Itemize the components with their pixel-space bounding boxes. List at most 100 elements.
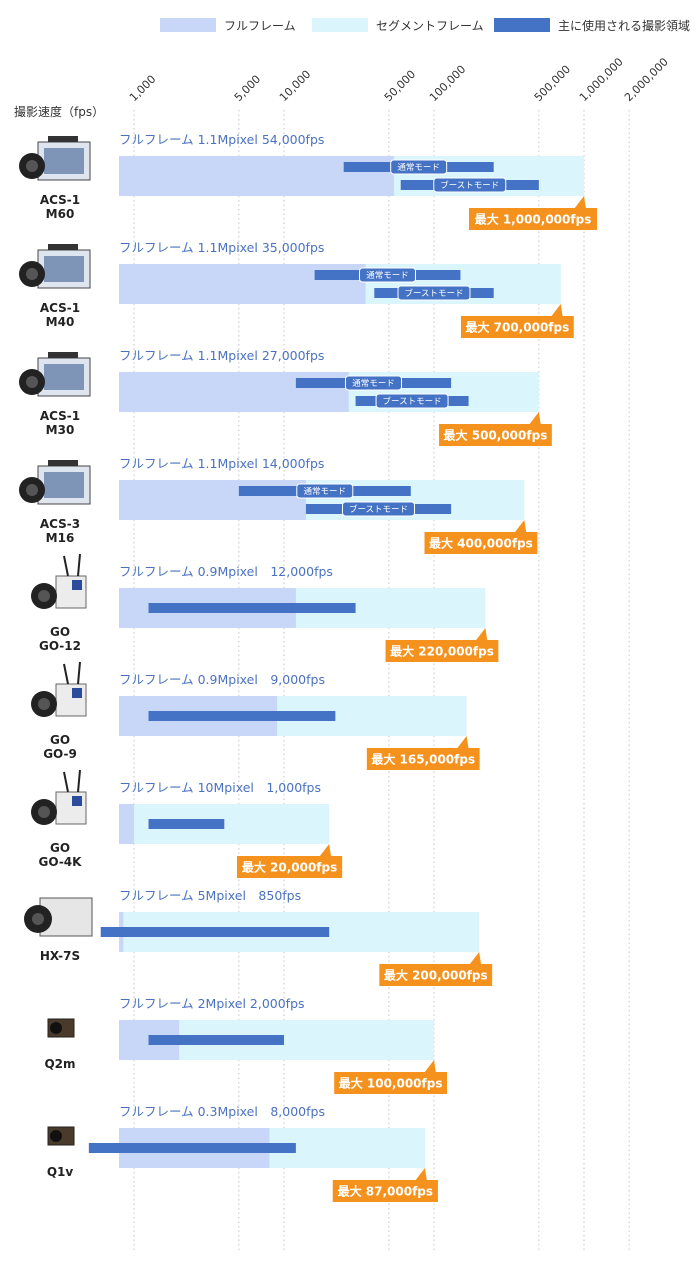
- boost-mode-label: ブーストモード: [440, 180, 499, 191]
- max-pointer: [574, 196, 586, 209]
- legend-label: セグメントフレーム: [376, 19, 484, 33]
- max-pointer: [424, 1060, 436, 1073]
- camera-lens: [50, 1130, 62, 1142]
- camera-handle: [48, 136, 78, 142]
- fullframe-label: フルフレーム 1.1Mpixel 14,000fps: [119, 456, 324, 471]
- camera-panel: [44, 256, 84, 282]
- camera-name: ACS-1: [40, 409, 80, 423]
- normal-mode-tag: [359, 267, 417, 283]
- camera-antenna: [77, 661, 81, 685]
- camera-icon: [31, 553, 87, 609]
- camera-name: Q2m: [44, 1057, 75, 1071]
- camera-panel: [44, 364, 84, 390]
- max-pointer: [475, 628, 488, 641]
- legend-swatch: [160, 18, 216, 32]
- camera-icon: [47, 1126, 75, 1146]
- fullframe-label: フルフレーム 1.1Mpixel 54,000fps: [119, 132, 324, 147]
- normal-mode-tag: [344, 375, 402, 391]
- boost-mode-label: ブーストモード: [404, 288, 463, 299]
- camera-lens: [50, 1022, 62, 1034]
- camera-model: GO-4K: [39, 855, 83, 869]
- max-fps-label: 最大 220,000fps: [390, 644, 494, 659]
- max-pointer: [414, 1168, 427, 1181]
- max-pointer: [456, 736, 469, 749]
- camera-icon: [31, 769, 87, 825]
- x-tick-label: 5,000: [232, 73, 263, 104]
- max-pointer: [319, 844, 332, 857]
- x-tick-label: 2,000,000: [622, 55, 671, 104]
- usage-bar: [100, 927, 330, 937]
- normal-mode-tag: [296, 483, 354, 499]
- max-fps-label: 最大 100,000fps: [339, 1076, 443, 1091]
- max-pointer: [514, 520, 527, 533]
- max-fps-label: 最大 200,000fps: [384, 968, 488, 983]
- fullframe-label: フルフレーム 0.9Mpixel 12,000fps: [119, 564, 333, 579]
- camera-antenna: [63, 771, 69, 793]
- max-fps-callout: [424, 532, 538, 554]
- x-axis-ticks: 1,000 5,000 10,000 50,000 100,000 500,000 1,00…: [127, 55, 671, 104]
- camera-name: ACS-1: [40, 193, 80, 207]
- camera-model: M40: [46, 315, 75, 329]
- camera-icon: [31, 661, 87, 717]
- camera-name: ACS-1: [40, 301, 80, 315]
- camera-antenna: [63, 663, 69, 685]
- camera-icon: [19, 136, 91, 181]
- max-fps-callout: [379, 964, 493, 986]
- fullframe-label: フルフレーム 1.1Mpixel 27,000fps: [119, 348, 324, 363]
- camera-lens-inner: [38, 590, 50, 602]
- fullframe-label: フルフレーム 5Mpixel 850fps: [119, 888, 301, 903]
- max-fps-label: 最大 20,000fps: [242, 860, 337, 875]
- camera-row: Q1v フルフレーム 0.3Mpixel 8,000fps 最大 87,000fps: [47, 1104, 438, 1202]
- camera-model: GO-12: [39, 639, 81, 653]
- max-fps-callout: [385, 640, 499, 662]
- boost-mode-tag: [375, 393, 449, 409]
- camera-lens-inner: [26, 376, 38, 388]
- camera-lens-inner: [26, 484, 38, 496]
- camera-model: M16: [46, 531, 75, 545]
- camera-panel: [44, 148, 84, 174]
- full-frame-bar: [119, 804, 134, 844]
- usage-bar: [148, 819, 225, 829]
- normal-mode-label: 通常モード: [304, 486, 347, 497]
- usage-bar: [88, 1143, 296, 1153]
- camera-row: HX-7S フルフレーム 5Mpixel 850fps 最大 200,000fps: [24, 888, 493, 986]
- camera-name: GO: [50, 841, 70, 855]
- camera-name: Q1v: [47, 1165, 74, 1179]
- camera-badge: [72, 580, 82, 590]
- x-tick-label: 1,000,000: [577, 55, 626, 104]
- x-tick-label: 500,000: [532, 63, 573, 104]
- boost-mode-label: ブーストモード: [383, 396, 442, 407]
- camera-icon: [19, 460, 91, 505]
- legend-label: 主に使用される撮影領域: [558, 18, 690, 33]
- camera-lens-inner: [26, 160, 38, 172]
- camera-name: ACS-3: [40, 517, 80, 531]
- camera-icon: [47, 1018, 75, 1038]
- boost-mode-tag: [433, 177, 507, 193]
- legend: フルフレーム セグメントフレーム 主に使用される撮影領域: [160, 18, 690, 33]
- fullframe-label: フルフレーム 0.3Mpixel 8,000fps: [119, 1104, 325, 1119]
- legend-swatch: [494, 18, 550, 32]
- camera-model: M60: [46, 207, 75, 221]
- camera-lens-inner: [38, 806, 50, 818]
- normal-mode-label: 通常モード: [366, 270, 409, 281]
- normal-mode-label: 通常モード: [352, 378, 395, 389]
- max-fps-label: 最大 165,000fps: [371, 752, 475, 767]
- camera-icon: [19, 352, 91, 397]
- max-fps-callout: [469, 208, 597, 230]
- max-fps-callout: [366, 748, 480, 770]
- y-axis-label: 撮影速度（fps）: [14, 104, 104, 119]
- camera-badge: [72, 796, 82, 806]
- normal-mode-label: 通常モード: [397, 162, 440, 173]
- camera-model: M30: [46, 423, 75, 437]
- fullframe-label: フルフレーム 0.9Mpixel 9,000fps: [119, 672, 325, 687]
- camera-antenna: [63, 555, 69, 577]
- fullframe-label: フルフレーム 10Mpixel 1,000fps: [119, 780, 321, 795]
- camera-lens-inner: [32, 913, 44, 925]
